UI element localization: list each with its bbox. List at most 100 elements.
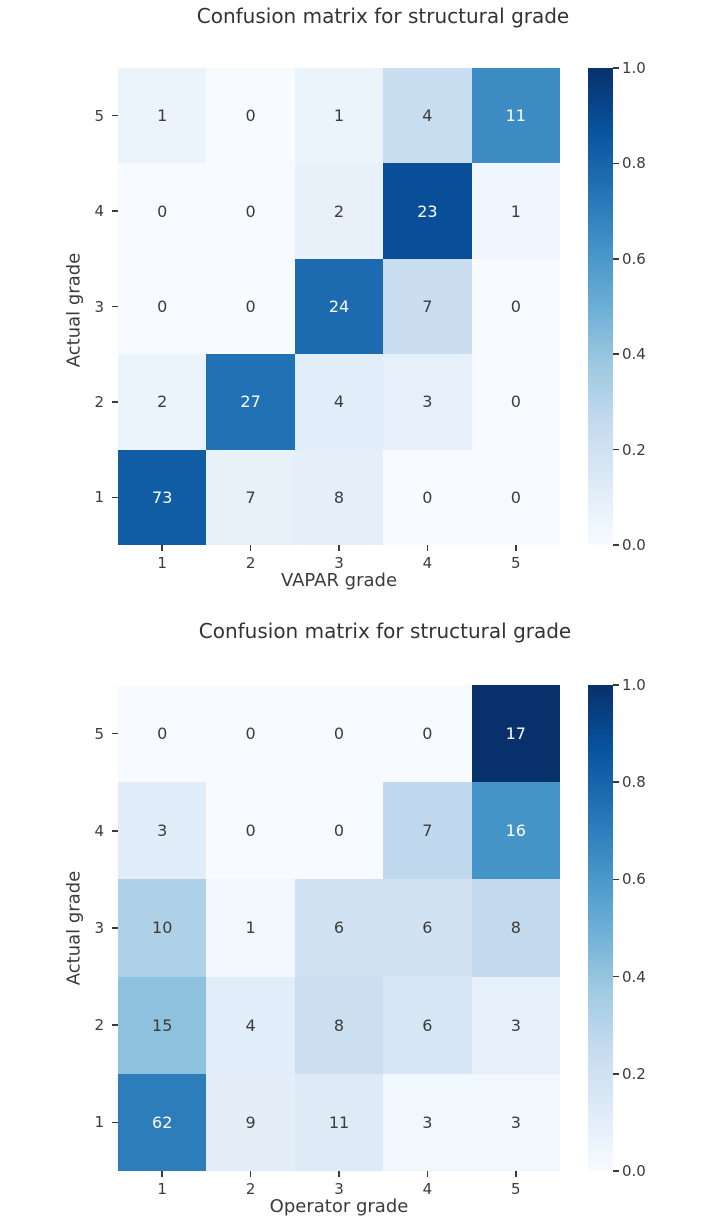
heatmap-cell: 1 <box>118 68 207 164</box>
heatmap-cell: 6 <box>383 879 472 977</box>
heatmap-cell: 11 <box>294 1073 384 1171</box>
y-tick-mark <box>112 305 118 308</box>
heatmap-cell: 0 <box>471 258 560 355</box>
y-tick-mark <box>112 496 118 499</box>
heatmap-cell: 0 <box>206 685 295 783</box>
colorbar-tick-mark <box>613 684 619 686</box>
x-tick-mark <box>338 1171 340 1177</box>
heatmap-cell: 24 <box>294 258 384 355</box>
heatmap-cell: 11 <box>471 68 560 164</box>
cell-value: 10 <box>152 918 173 938</box>
colorbar-tick-mark <box>613 544 619 546</box>
colorbar-tick-mark <box>613 67 619 69</box>
y-tick-label: 4 <box>94 202 104 221</box>
x-tick-mark <box>515 545 517 551</box>
cell-value: 6 <box>333 918 345 938</box>
heatmap-cell: 3 <box>118 782 207 880</box>
heatmap-cell: 62 <box>118 1073 207 1171</box>
cell-value: 0 <box>157 296 168 316</box>
y-tick-mark <box>112 1121 118 1124</box>
heatmap-cell: 0 <box>471 449 560 545</box>
heatmap-cell: 7 <box>206 449 295 545</box>
colorbar-tick-mark <box>613 781 619 783</box>
x-tick-label: 2 <box>245 554 256 572</box>
x-tick-mark <box>338 545 340 551</box>
heatmap-cell: 6 <box>294 879 384 977</box>
x-tick-label: 5 <box>511 1180 521 1198</box>
colorbar-tick-mark <box>613 258 619 260</box>
heatmap-cell: 2 <box>118 354 207 450</box>
colorbar-tick-label: 0.8 <box>622 154 646 173</box>
heatmap-cell: 0 <box>294 782 384 880</box>
x-tick-label: 1 <box>157 554 167 572</box>
heatmap-cell: 0 <box>118 258 207 355</box>
cell-value: 0 <box>333 724 345 744</box>
y-tick-label: 1 <box>94 1113 104 1132</box>
heatmap-cell: 23 <box>383 163 472 259</box>
x-tick-label: 4 <box>422 554 433 572</box>
heatmap-cell: 15 <box>118 976 207 1074</box>
heatmap-cell: 1 <box>471 163 560 259</box>
y-tick-label: 5 <box>94 106 104 125</box>
cell-value: 9 <box>245 1112 256 1132</box>
colorbar-tick-mark <box>613 878 619 881</box>
heatmap-cell: 8 <box>471 879 560 977</box>
y-tick-label: 1 <box>94 488 104 507</box>
colorbar-tick-mark <box>613 1170 619 1172</box>
colorbar-tick-mark <box>613 975 619 978</box>
x-tick-label: 3 <box>334 1180 344 1198</box>
colorbar-tick-mark <box>613 448 619 451</box>
y-tick-mark <box>112 401 118 403</box>
heatmap-cell: 16 <box>471 782 560 880</box>
colorbar-tick-label: 0.0 <box>622 536 646 554</box>
colorbar-tick-label: 0.6 <box>622 870 646 889</box>
colorbar <box>588 68 613 545</box>
y-tick-label: 4 <box>94 821 104 840</box>
cell-value: 7 <box>422 821 433 841</box>
x-axis-label: Operator grade <box>269 1196 409 1217</box>
cell-value: 27 <box>240 392 261 412</box>
cell-value: 73 <box>152 487 173 507</box>
heatmap-cell: 3 <box>383 354 472 450</box>
cell-value: 0 <box>157 201 168 221</box>
heatmap-cell: 4 <box>206 976 295 1074</box>
heatmap-cell: 0 <box>383 449 472 545</box>
colorbar-tick-mark <box>613 162 619 165</box>
cell-value: 3 <box>157 821 168 841</box>
x-tick-mark <box>249 545 252 551</box>
heatmap-cell: 6 <box>383 976 472 1074</box>
heatmap-cell: 10 <box>118 879 207 977</box>
cell-value: 6 <box>422 918 433 938</box>
colorbar <box>588 685 613 1171</box>
cell-value: 6 <box>422 1015 433 1035</box>
heatmap-cell: 9 <box>206 1073 295 1171</box>
heatmap-cell: 0 <box>294 685 384 783</box>
cell-value: 0 <box>245 296 256 316</box>
x-tick-mark <box>249 1171 252 1177</box>
cell-value: 8 <box>333 1015 345 1035</box>
y-tick-label: 3 <box>94 297 104 316</box>
heatmap-cell: 7 <box>383 258 472 355</box>
y-tick-label: 3 <box>94 919 104 937</box>
cell-value: 0 <box>333 821 345 841</box>
heatmap-cell: 0 <box>206 68 295 164</box>
cell-value: 7 <box>422 296 433 316</box>
cell-value: 2 <box>333 201 345 221</box>
cell-value: 0 <box>245 106 256 126</box>
cell-value: 0 <box>245 724 256 744</box>
cell-value: 16 <box>505 821 526 841</box>
heatmap-cell: 0 <box>118 685 207 783</box>
heatmap-grid: 1 0 1 4 11 0 0 2 23 1 0 0 24 7 0 2 27 4 3 0 73 7 8 0 0 <box>118 68 560 545</box>
cell-value: 4 <box>422 106 433 126</box>
x-tick-label: 1 <box>157 1180 167 1198</box>
colorbar-tick-mark <box>613 353 619 355</box>
x-tick-label: 2 <box>245 1180 256 1198</box>
heatmap-grid: 0 0 0 0 17 3 0 0 7 16 10 1 6 6 8 15 4 8 6 3 62 9 11 3 3 <box>118 685 560 1171</box>
cell-value: 0 <box>510 296 521 316</box>
cell-value: 24 <box>328 296 350 316</box>
x-tick-mark <box>426 545 429 551</box>
x-tick-label: 3 <box>334 554 344 572</box>
x-tick-mark <box>161 1171 163 1177</box>
cell-value: 0 <box>510 487 521 507</box>
heatmap-cell: 0 <box>206 782 295 880</box>
